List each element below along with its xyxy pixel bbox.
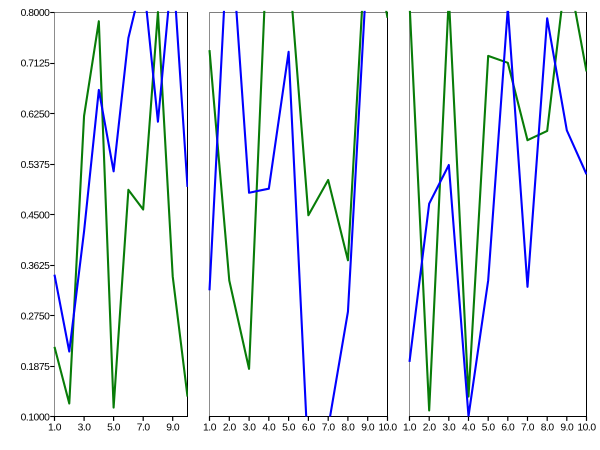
svg-text:10.0: 10.0 [577,422,596,433]
svg-text:6.0: 6.0 [302,422,316,433]
svg-text:8.0: 8.0 [341,422,355,433]
svg-text:9.0: 9.0 [361,422,375,433]
svg-text:9.0: 9.0 [560,422,574,433]
svg-text:0.6250: 0.6250 [21,109,51,120]
svg-text:7.0: 7.0 [521,422,535,433]
svg-text:0.8000: 0.8000 [21,8,51,19]
svg-text:1.0: 1.0 [48,422,62,433]
svg-text:0.3625: 0.3625 [21,261,51,272]
svg-text:2.0: 2.0 [423,422,437,433]
svg-text:0.1875: 0.1875 [21,362,51,373]
svg-text:1.0: 1.0 [403,422,417,433]
svg-text:10.0: 10.0 [378,422,397,433]
svg-text:7.0: 7.0 [322,422,336,433]
svg-text:3.0: 3.0 [243,422,257,433]
svg-text:1.0: 1.0 [203,422,217,433]
svg-text:5.0: 5.0 [107,422,121,433]
svg-text:0.5375: 0.5375 [21,160,51,171]
svg-text:2.0: 2.0 [223,422,237,433]
svg-text:0.4500: 0.4500 [21,210,51,221]
svg-text:3.0: 3.0 [78,422,92,433]
svg-text:9.0: 9.0 [166,422,180,433]
svg-text:5.0: 5.0 [482,422,496,433]
svg-text:5.0: 5.0 [282,422,296,433]
svg-text:4.0: 4.0 [462,422,476,433]
svg-text:7.0: 7.0 [137,422,151,433]
svg-text:0.1000: 0.1000 [21,412,51,423]
svg-text:0.2750: 0.2750 [21,311,51,322]
svg-text:8.0: 8.0 [541,422,555,433]
svg-text:4.0: 4.0 [262,422,276,433]
svg-text:3.0: 3.0 [442,422,456,433]
svg-text:0.7125: 0.7125 [21,59,51,70]
svg-text:6.0: 6.0 [501,422,515,433]
